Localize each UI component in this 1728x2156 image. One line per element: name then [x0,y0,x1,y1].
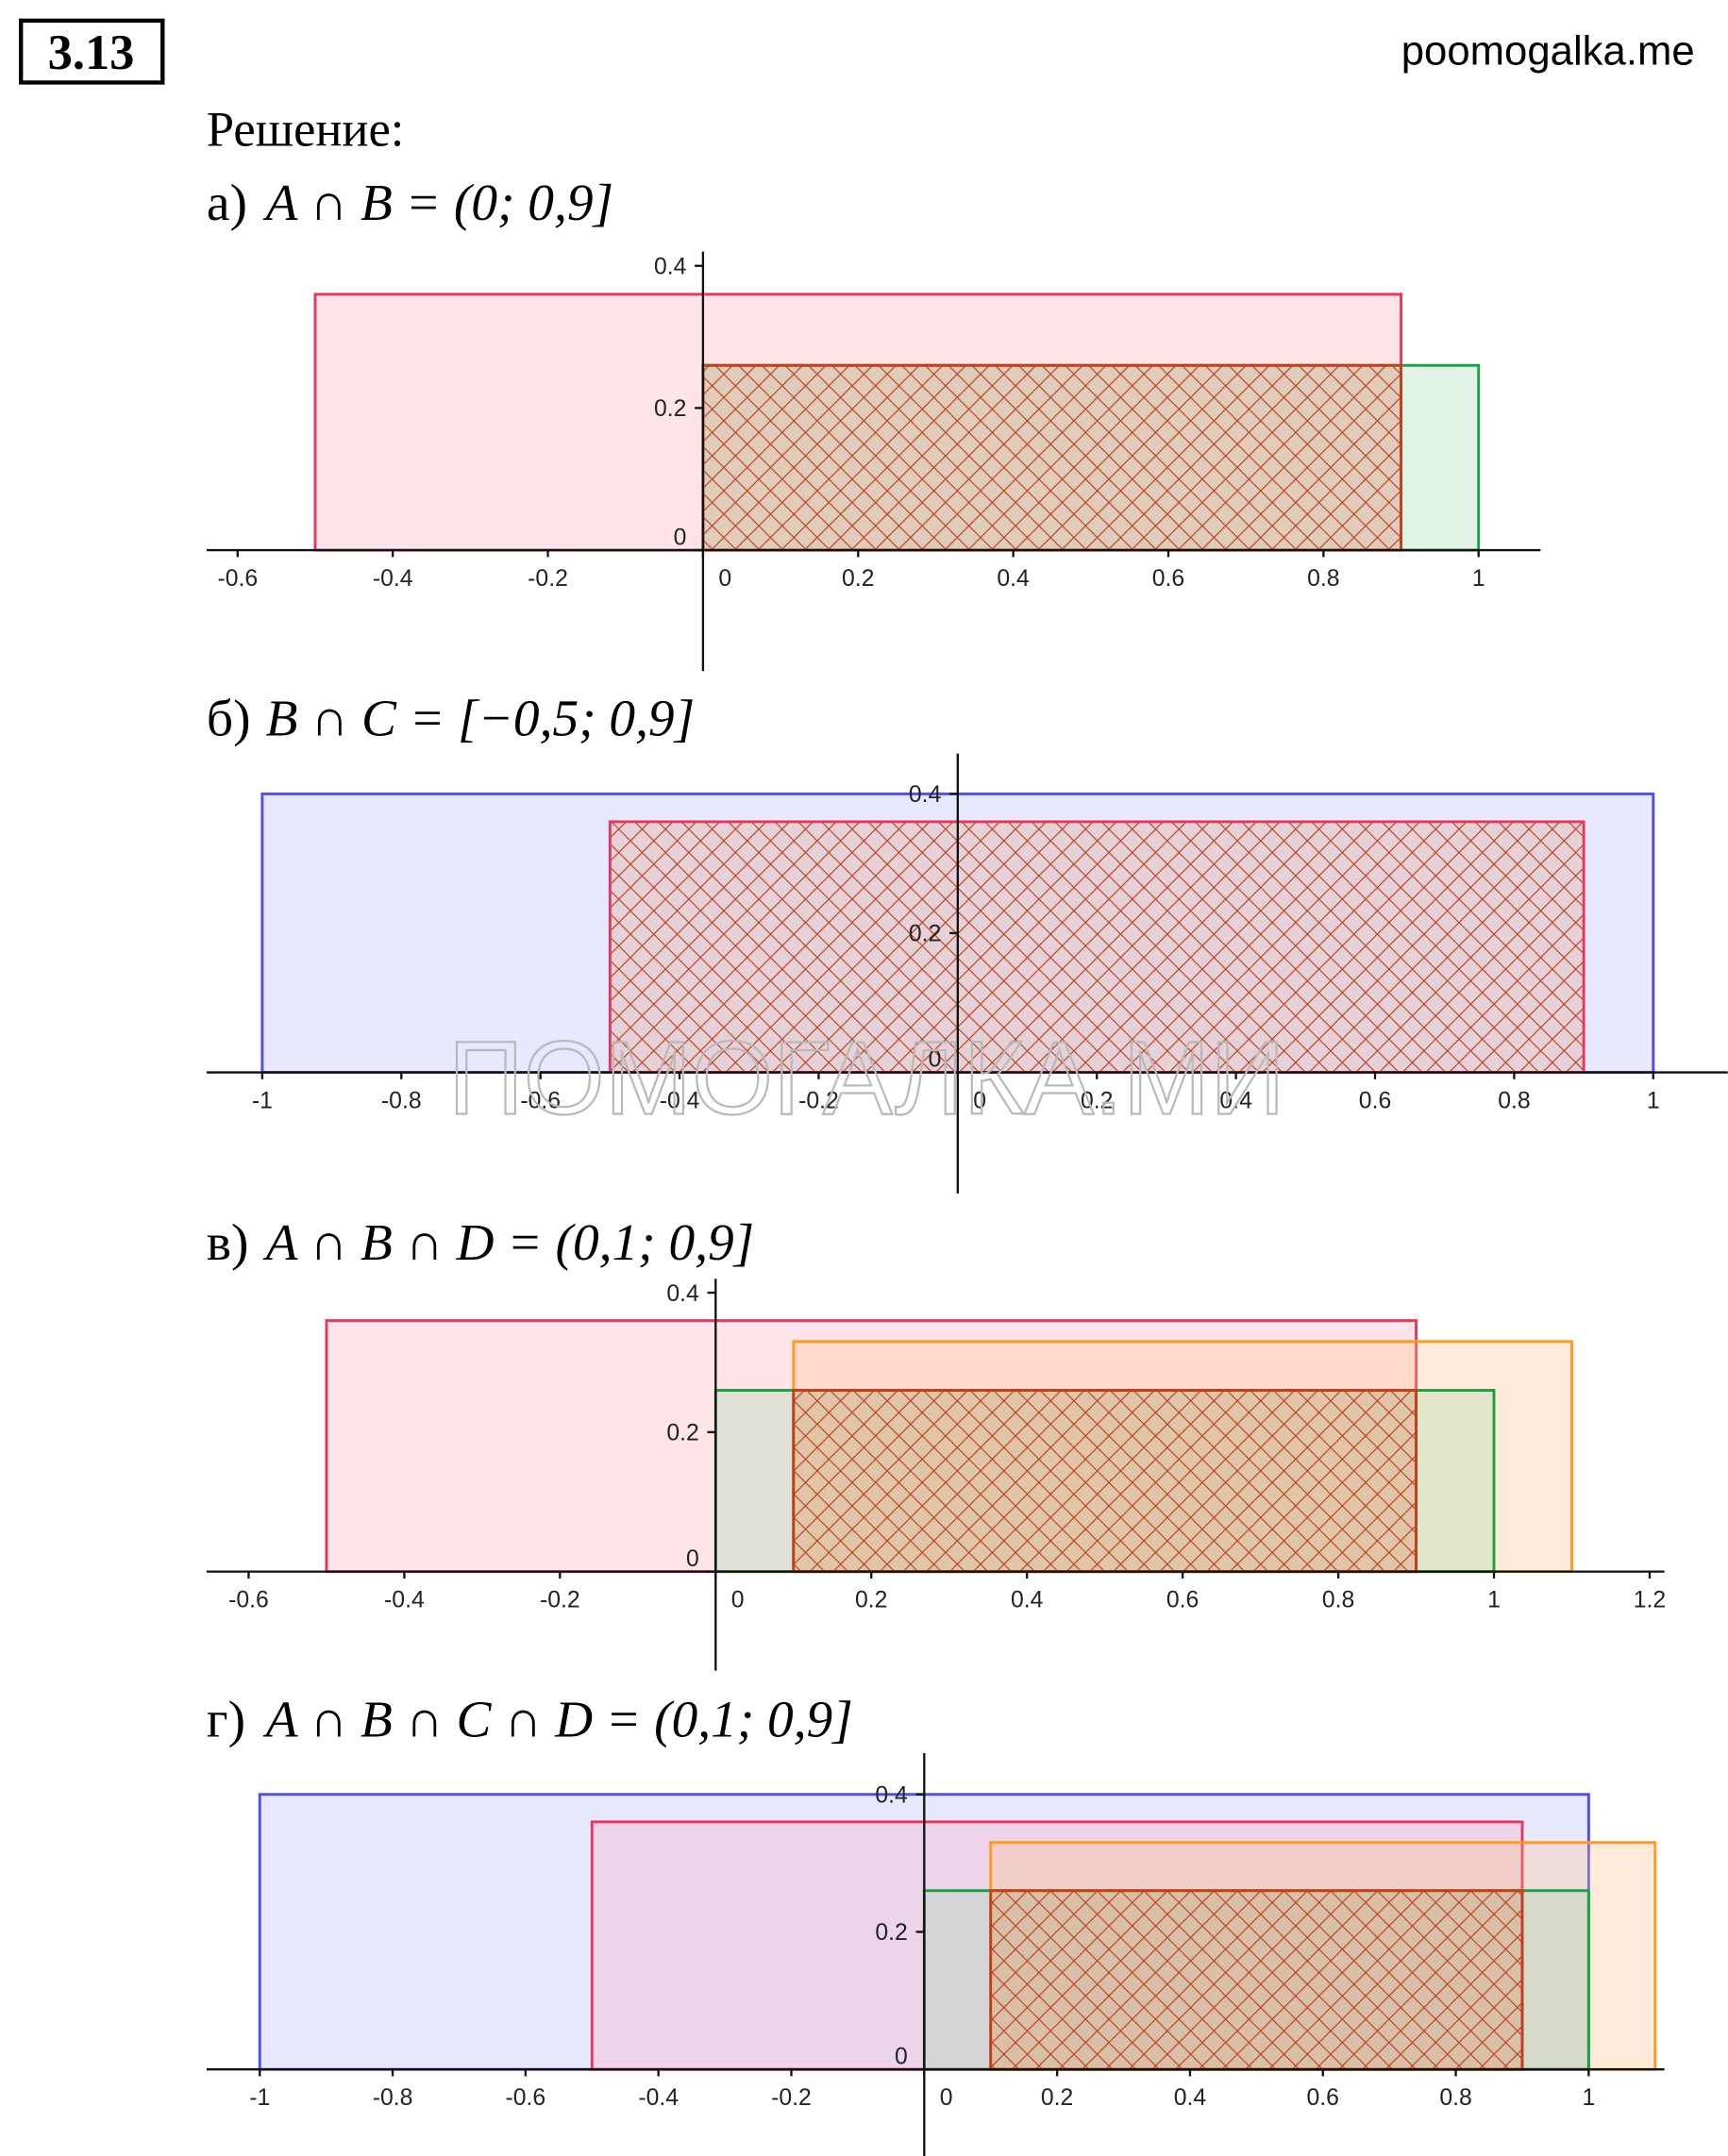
y-tick-label: 0.4 [909,782,942,808]
site-name: poomogalka.me [1401,27,1695,74]
y-tick-label: 0.2 [875,1920,907,1946]
x-tick-label: -0.2 [528,566,568,592]
intersection [989,1889,1524,2071]
number-box [19,18,165,85]
watermark: ПОМОГАЛКА.МИ [448,1020,1285,1136]
x-tick-label: 0 [973,1088,986,1113]
x-tick-label: 0.2 [842,566,874,592]
x-tick-label: 0.8 [1498,1088,1530,1113]
intersection [608,820,1585,1074]
x-tick-label: -0.4 [660,1088,700,1113]
diagram: б) B ∩ C = [−0,5; 0,9] -1 -0.8 -0.6 -0.4 -0.2 0… [207,690,1728,1194]
formula: A ∩ B ∩ C ∩ D = (0,1; 0,9] [262,1691,853,1748]
x-tick-label: 0.8 [1322,1588,1354,1613]
formula: A ∩ B ∩ D = (0,1; 0,9] [262,1213,755,1271]
problem-number: 3.13 [48,25,135,80]
x-tick-label: 0.4 [1219,1088,1252,1113]
solution-label: Решение: [207,102,404,157]
x-tick-label: 0.6 [1152,566,1184,592]
x-tick-label: -0.2 [540,1588,580,1613]
x-tick-label: 0.2 [1041,2085,1073,2111]
y-tick-label: 0.2 [909,922,941,947]
y-tick-label: 0.4 [654,254,687,279]
x-tick-label: -0.6 [506,2085,546,2111]
x-tick-label: -1 [252,1088,273,1113]
intersection [792,1389,1418,1574]
x-tick-label: 0.4 [1011,1588,1044,1613]
x-tick-label: 0.6 [1359,1088,1391,1113]
x-tick-label: -0.8 [381,1088,422,1113]
x-tick-label: 0 [731,1588,745,1613]
part-label: в) [207,1213,249,1271]
x-tick-label: -0.4 [373,566,413,592]
y-tick-label: 0.2 [666,1421,698,1446]
y-tick-label: 0 [686,1546,699,1572]
x-tick-label: 0.6 [1166,1588,1199,1613]
x-tick-label: 0.2 [855,1588,887,1613]
x-tick-label: -1 [249,2085,270,2111]
formula: B ∩ C = [−0,5; 0,9] [266,690,696,747]
y-tick-label: 0.4 [875,1782,908,1808]
diagram: а) A ∩ B = (0; 0,9] -0.6 -0.4 -0.2 0 0.2 0.4 0.6… [207,174,1541,672]
x-tick-label: -0.4 [384,1588,425,1613]
x-tick-label: 0.2 [1081,1088,1113,1113]
x-tick-label: 0 [940,2085,953,2111]
x-tick-label: 1 [1582,2085,1595,2111]
intersection [701,363,1403,552]
y-tick-label: 0.2 [654,396,686,422]
x-tick-label: 0.4 [1174,2085,1207,2111]
y-tick-label: 0 [895,2044,908,2069]
x-tick-label: -0.4 [638,2085,679,2111]
x-tick-label: -0.6 [217,566,258,592]
x-tick-label: 0.8 [1307,566,1339,592]
plots: а) A ∩ B = (0; 0,9] -0.6 -0.4 -0.2 0 0.2 0.4 0.6… [207,174,1728,2156]
y-tick-label: 0 [929,1047,942,1073]
x-tick-label: 1 [1487,1588,1501,1613]
x-tick-label: 0 [718,566,731,592]
x-tick-label: -0.2 [771,2085,812,2111]
part-label: б) [207,690,251,747]
x-tick-label: 1.2 [1634,1588,1666,1613]
x-tick-label: -0.6 [228,1588,269,1613]
x-tick-label: 1 [1472,566,1485,592]
part-label: а) [207,174,247,231]
x-tick-label: -0.2 [798,1088,839,1113]
x-tick-label: 1 [1647,1088,1660,1113]
x-tick-label: -0.8 [373,2085,413,2111]
x-tick-label: 0.8 [1439,2085,1471,2111]
y-tick-label: 0.4 [666,1281,699,1307]
diagram: г) A ∩ B ∩ C ∩ D = (0,1; 0,9] -1 -0.8 -0.6 -0… [207,1691,1665,2156]
formula: A ∩ B = (0; 0,9] [262,174,613,231]
part-label: г) [207,1691,245,1748]
x-tick-label: 0.6 [1307,2085,1339,2111]
diagram: в) A ∩ B ∩ D = (0,1; 0,9] -0.6 -0.4 -0.2 0 0.2… [207,1213,1666,1671]
y-tick-label: 0 [674,525,687,550]
x-tick-label: 0.4 [997,566,1030,592]
x-tick-label: -0.6 [520,1088,561,1113]
